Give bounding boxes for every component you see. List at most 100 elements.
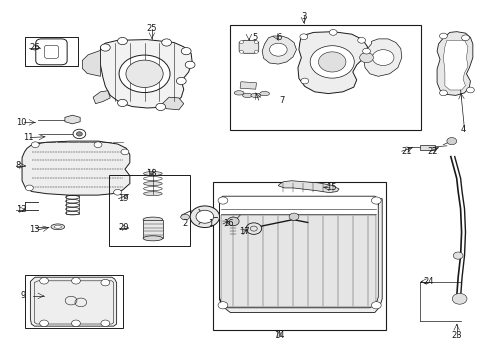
Text: 3: 3	[301, 12, 306, 21]
Text: 10: 10	[16, 118, 26, 127]
Text: 5: 5	[252, 33, 257, 42]
Circle shape	[270, 43, 287, 56]
Circle shape	[447, 138, 457, 145]
Circle shape	[94, 142, 102, 148]
Circle shape	[190, 206, 220, 228]
Circle shape	[453, 252, 463, 259]
Circle shape	[371, 197, 381, 204]
Bar	[66, 195, 79, 214]
Circle shape	[162, 39, 172, 46]
Ellipse shape	[234, 91, 244, 95]
Circle shape	[254, 50, 258, 53]
Circle shape	[118, 37, 127, 45]
Text: 25: 25	[147, 24, 157, 33]
Circle shape	[72, 320, 80, 327]
Circle shape	[240, 50, 244, 53]
Text: 13: 13	[29, 225, 40, 234]
Bar	[143, 220, 163, 238]
Circle shape	[114, 189, 122, 195]
Text: 12: 12	[16, 205, 26, 214]
Text: 8: 8	[16, 161, 21, 170]
Polygon shape	[239, 40, 259, 53]
Polygon shape	[220, 199, 382, 312]
Text: 4: 4	[461, 125, 465, 134]
Circle shape	[40, 278, 49, 284]
Text: 20: 20	[119, 223, 129, 232]
Circle shape	[218, 302, 228, 309]
Bar	[230, 25, 421, 130]
Circle shape	[73, 129, 86, 139]
Bar	[109, 175, 190, 246]
Polygon shape	[162, 97, 184, 110]
Circle shape	[440, 90, 447, 96]
Circle shape	[101, 279, 110, 286]
Bar	[420, 145, 435, 150]
Circle shape	[440, 33, 447, 39]
Text: 14: 14	[274, 331, 285, 340]
Polygon shape	[443, 40, 468, 90]
Circle shape	[289, 213, 299, 220]
Text: 23: 23	[451, 331, 462, 340]
Polygon shape	[180, 215, 190, 220]
Text: 19: 19	[119, 194, 129, 203]
Polygon shape	[278, 181, 339, 193]
Circle shape	[196, 210, 214, 223]
Polygon shape	[65, 115, 80, 124]
Ellipse shape	[144, 171, 162, 175]
Text: 16: 16	[223, 219, 234, 228]
Circle shape	[185, 61, 195, 68]
Circle shape	[118, 99, 127, 107]
Text: 9: 9	[21, 292, 26, 300]
Text: 26: 26	[29, 43, 40, 52]
Polygon shape	[30, 277, 117, 326]
Bar	[25, 37, 78, 66]
Ellipse shape	[144, 181, 162, 186]
Text: 22: 22	[427, 147, 438, 156]
Ellipse shape	[243, 93, 252, 98]
Polygon shape	[100, 40, 192, 108]
Polygon shape	[298, 32, 368, 94]
Text: 1: 1	[208, 219, 213, 228]
Circle shape	[240, 41, 244, 44]
Circle shape	[76, 132, 82, 136]
Circle shape	[301, 78, 309, 84]
Circle shape	[218, 197, 228, 204]
Polygon shape	[262, 36, 296, 64]
Ellipse shape	[143, 236, 163, 241]
Circle shape	[72, 278, 80, 284]
Circle shape	[360, 53, 373, 63]
Circle shape	[371, 302, 381, 309]
Ellipse shape	[51, 224, 65, 230]
Circle shape	[227, 217, 239, 226]
Circle shape	[100, 44, 110, 51]
Text: 24: 24	[423, 277, 434, 286]
Polygon shape	[364, 39, 402, 76]
Circle shape	[254, 41, 258, 44]
Bar	[240, 82, 256, 89]
Circle shape	[119, 55, 170, 93]
Ellipse shape	[54, 225, 61, 228]
Circle shape	[300, 34, 308, 40]
Circle shape	[363, 48, 370, 54]
Text: 21: 21	[402, 147, 412, 156]
Circle shape	[176, 77, 186, 85]
Circle shape	[318, 52, 346, 72]
Ellipse shape	[251, 93, 261, 98]
Text: 18: 18	[146, 169, 156, 178]
Text: 7: 7	[279, 96, 284, 105]
Bar	[220, 215, 376, 307]
Circle shape	[156, 103, 166, 111]
Polygon shape	[82, 50, 100, 76]
Bar	[213, 182, 386, 330]
Circle shape	[101, 320, 110, 327]
Text: 15: 15	[326, 184, 337, 192]
Circle shape	[40, 320, 49, 327]
Circle shape	[462, 35, 469, 41]
Circle shape	[25, 185, 33, 191]
Text: 2: 2	[183, 219, 188, 228]
Circle shape	[358, 37, 366, 43]
Circle shape	[466, 87, 474, 93]
Circle shape	[31, 142, 39, 148]
Circle shape	[121, 149, 129, 155]
Circle shape	[372, 50, 394, 66]
